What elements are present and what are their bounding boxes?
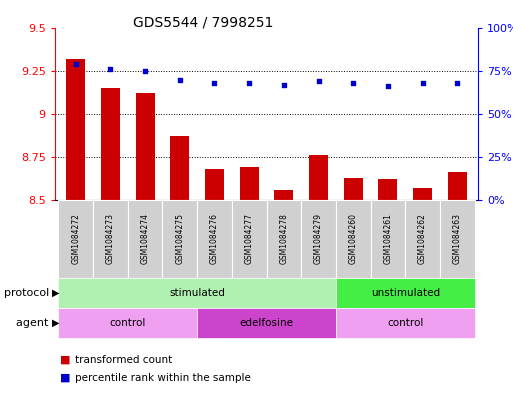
- Bar: [128, 200, 163, 278]
- Text: control: control: [387, 318, 423, 328]
- Text: GSM1084272: GSM1084272: [71, 213, 80, 264]
- Text: ■: ■: [60, 373, 70, 383]
- Point: [280, 82, 288, 88]
- Bar: [101, 88, 120, 200]
- Bar: [58, 308, 197, 338]
- Bar: [405, 200, 440, 278]
- Point: [314, 78, 323, 84]
- Bar: [379, 179, 398, 200]
- Bar: [93, 200, 128, 278]
- Text: stimulated: stimulated: [169, 288, 225, 298]
- Text: agent: agent: [16, 318, 52, 328]
- Text: GSM1084279: GSM1084279: [314, 213, 323, 264]
- Bar: [301, 200, 336, 278]
- Point: [141, 68, 149, 74]
- Point: [419, 80, 427, 86]
- Point: [245, 80, 253, 86]
- Text: GSM1084274: GSM1084274: [141, 213, 150, 264]
- Text: GSM1084273: GSM1084273: [106, 213, 115, 264]
- Bar: [274, 190, 293, 200]
- Text: GSM1084278: GSM1084278: [280, 213, 288, 264]
- Bar: [344, 178, 363, 200]
- Text: GSM1084275: GSM1084275: [175, 213, 184, 264]
- Text: GSM1084260: GSM1084260: [349, 213, 358, 264]
- Point: [349, 80, 358, 86]
- Text: protocol: protocol: [4, 288, 52, 298]
- Text: GSM1084276: GSM1084276: [210, 213, 219, 264]
- Point: [175, 77, 184, 83]
- Bar: [309, 155, 328, 200]
- Text: percentile rank within the sample: percentile rank within the sample: [75, 373, 251, 383]
- Bar: [240, 167, 259, 200]
- Text: GSM1084262: GSM1084262: [418, 213, 427, 264]
- Text: GSM1084261: GSM1084261: [383, 213, 392, 264]
- Bar: [135, 94, 154, 200]
- Bar: [336, 200, 370, 278]
- Point: [453, 80, 461, 86]
- Bar: [163, 200, 197, 278]
- Bar: [197, 308, 336, 338]
- Text: transformed count: transformed count: [75, 355, 173, 365]
- Text: ▶: ▶: [52, 288, 60, 298]
- Bar: [205, 169, 224, 200]
- Bar: [336, 308, 475, 338]
- Bar: [58, 278, 336, 308]
- Bar: [197, 200, 232, 278]
- Point: [384, 83, 392, 90]
- Bar: [336, 278, 475, 308]
- Text: ▶: ▶: [52, 318, 60, 328]
- Point: [106, 66, 114, 72]
- Bar: [448, 173, 467, 200]
- Point: [210, 80, 219, 86]
- Bar: [267, 200, 301, 278]
- Bar: [413, 188, 432, 200]
- Text: GSM1084277: GSM1084277: [245, 213, 253, 264]
- Text: control: control: [110, 318, 146, 328]
- Bar: [66, 59, 85, 200]
- Bar: [440, 200, 475, 278]
- Bar: [370, 200, 405, 278]
- Text: edelfosine: edelfosine: [240, 318, 293, 328]
- Bar: [58, 200, 93, 278]
- Text: GSM1084263: GSM1084263: [453, 213, 462, 264]
- Point: [72, 61, 80, 67]
- Bar: [170, 136, 189, 200]
- Text: unstimulated: unstimulated: [371, 288, 440, 298]
- Text: ■: ■: [60, 355, 70, 365]
- Bar: [232, 200, 267, 278]
- Text: GDS5544 / 7998251: GDS5544 / 7998251: [133, 15, 273, 29]
